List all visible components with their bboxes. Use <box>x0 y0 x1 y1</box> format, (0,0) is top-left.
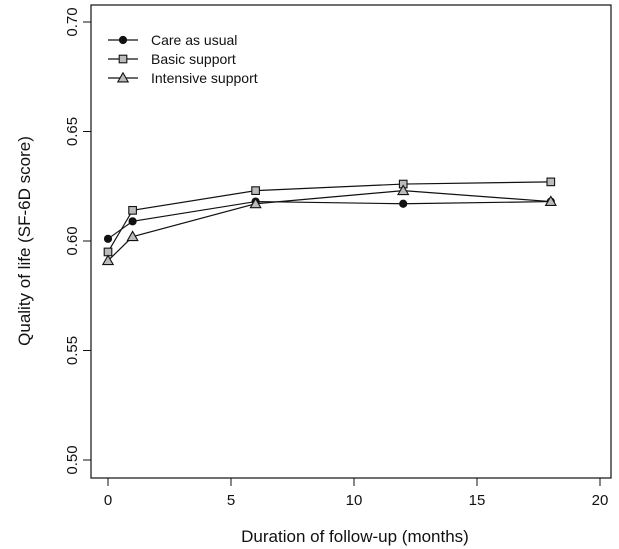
x-tick-label: 15 <box>469 492 486 509</box>
y-tick-label: 0.70 <box>64 7 81 36</box>
series-basic-support <box>103 177 556 257</box>
x-tick-label: 0 <box>104 492 112 509</box>
legend-item: Care as usual <box>108 32 237 48</box>
data-point <box>128 217 137 226</box>
x-tick-label: 5 <box>227 492 235 509</box>
data-point <box>249 197 262 209</box>
data-point <box>399 199 408 208</box>
data-point <box>544 195 557 207</box>
legend-item: Intensive support <box>108 70 258 86</box>
series-line <box>107 181 551 253</box>
data-point <box>103 234 113 243</box>
y-tick-label: 0.60 <box>64 226 81 255</box>
data-point <box>101 254 115 266</box>
data-point <box>128 205 137 215</box>
x-tick-label: 20 <box>592 492 609 509</box>
legend-label: Intensive support <box>151 70 258 86</box>
series-layer <box>101 177 557 266</box>
x-tick-label: 10 <box>346 492 363 509</box>
legend-label: Basic support <box>151 51 236 67</box>
data-point <box>126 230 139 242</box>
y-tick-label: 0.65 <box>64 117 81 146</box>
y-tick-label: 0.55 <box>64 336 81 365</box>
series-intensive-support <box>101 184 557 266</box>
legend-marker <box>118 35 128 45</box>
legend-marker <box>118 54 128 64</box>
data-point <box>546 177 556 187</box>
legend-item: Basic support <box>108 51 236 67</box>
x-axis-label: Duration of follow-up (months) <box>241 527 469 546</box>
data-point <box>251 186 260 195</box>
data-point <box>397 184 410 196</box>
x-axis: 0 5 10 15 20 <box>104 477 609 509</box>
legend-label: Care as usual <box>151 32 237 48</box>
y-axis: 0.50 0.55 0.60 0.65 0.70 <box>64 7 92 475</box>
y-axis-label: Quality of life (SF-6D score) <box>15 136 34 346</box>
legend-marker <box>116 71 130 83</box>
series-line <box>107 190 551 262</box>
legend: Care as usual Basic support Intensive supp… <box>108 32 258 86</box>
y-tick-label: 0.50 <box>64 445 81 474</box>
series-line <box>107 200 551 240</box>
